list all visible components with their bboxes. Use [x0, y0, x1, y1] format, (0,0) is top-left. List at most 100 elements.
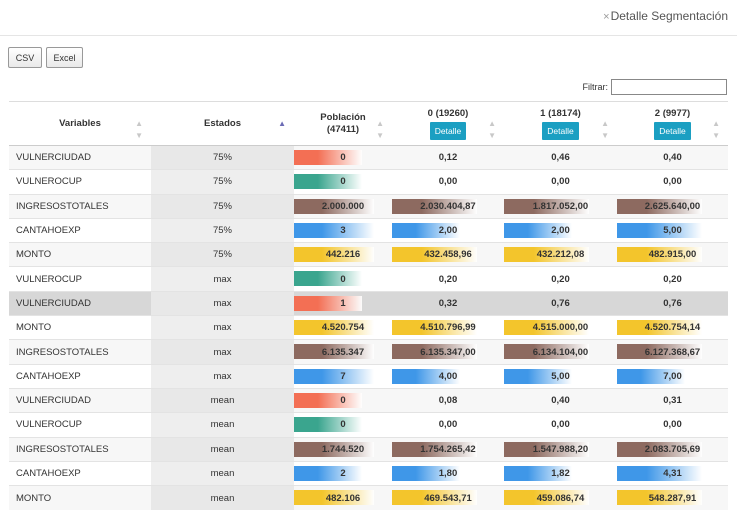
cell-value: 459.086,74: [536, 492, 585, 504]
cell-poblacion: 7: [294, 363, 392, 389]
column-label: Población: [320, 111, 366, 123]
value-bar: [504, 344, 589, 360]
cell-variable: CANTAHOEXP: [9, 363, 151, 389]
table-row[interactable]: MONTO 75% 442.216 432.458,96 432.212,08 482.9…: [9, 242, 728, 267]
table-row[interactable]: INGRESOSTOTALES 75% 2.000.000 2.030.404,87 1…: [9, 193, 728, 219]
column-header-poblacion[interactable]: Población (47411) ▲ ▼: [294, 101, 392, 146]
value-bar: [294, 417, 362, 433]
close-icon[interactable]: ×: [603, 11, 610, 23]
table-row[interactable]: MONTO mean 482.106 469.543,71 459.086,74 548.…: [9, 485, 728, 510]
value-bar: [294, 392, 362, 408]
cell-segment-2: 2.083.705,69: [617, 436, 728, 462]
value-bar: [617, 465, 702, 481]
cell-segment-0: 0,00: [392, 169, 504, 195]
value-bar: [504, 198, 589, 214]
table-row[interactable]: VULNEROCUP mean 0 0,00 0,00 0,00: [9, 412, 728, 438]
value-bar: [294, 465, 362, 481]
cell-value: 4.520.754: [321, 322, 365, 334]
cell-value: 1: [340, 297, 346, 309]
cell-segment-2: 4,31: [617, 460, 728, 486]
column-sublabel: (47411): [326, 123, 360, 135]
column-label: 1 (18174): [540, 107, 581, 119]
cell-segment-1: 0,76: [504, 290, 617, 316]
value-bar: [504, 247, 589, 263]
cell-value: 6.135.347: [321, 346, 365, 358]
column-header-segment-2[interactable]: 2 (9977) Detalle ▲ ▼: [617, 101, 728, 146]
cell-estado: mean: [151, 460, 294, 486]
table-row[interactable]: CANTAHOEXP max 7 4,00 5,00 7,00: [9, 363, 728, 389]
value-bar: [617, 368, 685, 384]
cell-value: 0,00: [663, 419, 682, 431]
cell-segment-0: 0,00: [392, 412, 504, 438]
cell-variable: VULNEROCUP: [9, 412, 151, 438]
cell-segment-1: 432.212,08: [504, 242, 617, 267]
cell-variable: MONTO: [9, 315, 151, 340]
cell-variable: INGRESOSTOTALES: [9, 436, 151, 462]
filter-input[interactable]: [611, 79, 727, 95]
table-row[interactable]: INGRESOSTOTALES mean 1.744.520 1.754.265,42…: [9, 436, 728, 462]
cell-segment-2: 6.127.368,67: [617, 339, 728, 365]
cell-value: 4,31: [663, 468, 682, 479]
column-header-estados[interactable]: Estados ▲: [151, 101, 294, 146]
cell-segment-0: 2.030.404,87: [392, 193, 504, 219]
cell-value: 1.547.988,20: [532, 443, 589, 455]
table-row[interactable]: CANTAHOEXP 75% 3 2,00 2,00 5,00: [9, 217, 728, 243]
cell-value: 1.744.520: [321, 443, 365, 455]
sort-icon: ▲ ▼: [712, 119, 720, 140]
cell-segment-1: 0,20: [504, 266, 617, 292]
table-row[interactable]: MONTO max 4.520.754 4.510.796,99 4.515.000,0…: [9, 315, 728, 340]
column-header-variables[interactable]: Variables ▲ ▼: [9, 101, 151, 146]
table-row[interactable]: INGRESOSTOTALES max 6.135.347 6.135.347,00 6…: [9, 339, 728, 365]
cell-variable: VULNEROCUP: [9, 266, 151, 292]
table-row[interactable]: VULNERCIUDAD mean 0 0,08 0,40 0,31: [9, 387, 728, 413]
table-row[interactable]: CANTAHOEXP mean 2 1,80 1,82 4,31: [9, 460, 728, 486]
cell-segment-2: 7,00: [617, 363, 728, 389]
value-bar: [392, 465, 460, 481]
cell-poblacion: 482.106: [294, 485, 392, 510]
cell-segment-2: 0,20: [617, 266, 728, 292]
cell-value: 0,08: [438, 395, 458, 407]
column-header-segment-0[interactable]: 0 (19260) Detalle ▲ ▼: [392, 101, 504, 146]
table-row[interactable]: VULNERCIUDAD max 1 0,32 0,76 0,76: [9, 290, 728, 316]
cell-estado: mean: [151, 485, 294, 510]
table-row[interactable]: VULNEROCUP max 0 0,20 0,20 0,20: [9, 266, 728, 292]
cell-segment-2: 5,00: [617, 217, 728, 243]
cell-segment-0: 0,08: [392, 387, 504, 413]
cell-poblacion: 0: [294, 412, 392, 438]
detalle-button-segment-2[interactable]: Detalle: [654, 121, 691, 140]
cell-value: 0,00: [551, 419, 570, 431]
detalle-button-segment-0[interactable]: Detalle: [429, 121, 467, 140]
cell-value: 482.915,00: [648, 249, 697, 261]
value-bar: [294, 150, 362, 165]
excel-export-button[interactable]: Excel: [46, 47, 83, 68]
cell-value: 4.520.754,14: [644, 322, 701, 334]
column-header-segment-1[interactable]: 1 (18174) Detalle ▲ ▼: [504, 101, 617, 146]
table-row[interactable]: VULNEROCUP 75% 0 0,00 0,00 0,00: [9, 169, 728, 195]
cell-value: 3: [340, 225, 346, 237]
cell-value: 2.000.000: [321, 200, 365, 212]
cell-variable: VULNEROCUP: [9, 169, 151, 195]
csv-export-button[interactable]: CSV: [8, 47, 42, 68]
cell-value: 2,00: [438, 225, 458, 237]
cell-value: 0,20: [663, 273, 682, 285]
cell-value: 7: [340, 370, 346, 382]
cell-value: 1,80: [438, 468, 458, 479]
cell-segment-1: 0,46: [504, 144, 617, 170]
cell-estado: 75%: [151, 169, 294, 195]
cell-value: 2: [340, 468, 346, 479]
sort-ascending-icon: ▲: [278, 119, 286, 128]
cell-poblacion: 0: [294, 169, 392, 195]
cell-value: 5,00: [663, 225, 682, 237]
detalle-button-segment-1[interactable]: Detalle: [542, 121, 579, 140]
value-bar: [392, 247, 477, 263]
cell-value: 0,46: [551, 152, 570, 164]
value-bar: [617, 320, 702, 336]
table-row[interactable]: VULNERCIUDAD 75% 0 0,12 0,46 0,40: [9, 144, 728, 170]
cell-estado: max: [151, 315, 294, 340]
cell-estado: mean: [151, 387, 294, 413]
value-bar: [617, 222, 702, 238]
cell-value: 0: [340, 273, 346, 285]
cell-variable: VULNERCIUDAD: [9, 387, 151, 413]
cell-segment-1: 4.515.000,00: [504, 315, 617, 340]
value-bar: [504, 222, 572, 238]
